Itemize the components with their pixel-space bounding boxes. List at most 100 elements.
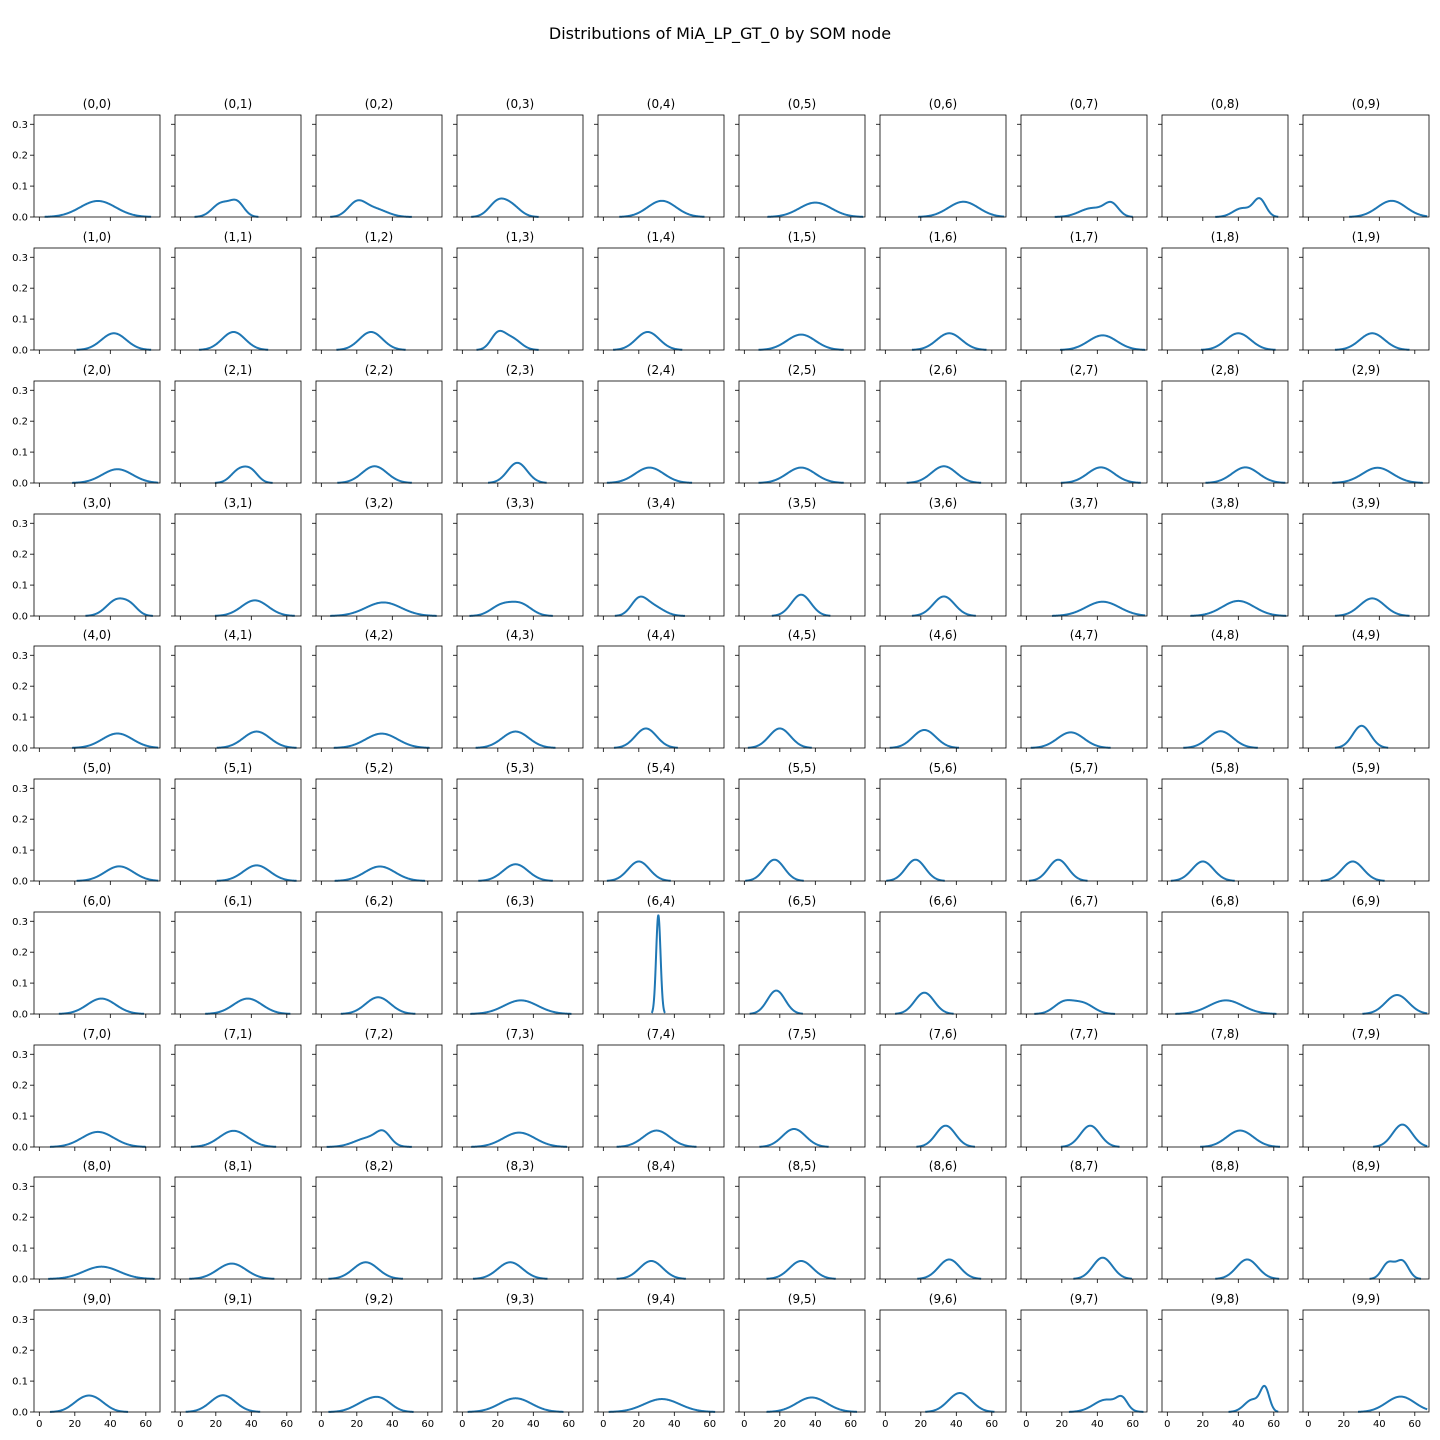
y-tick-label: 0.2: [12, 550, 28, 561]
axes-frame: [33, 778, 161, 882]
subplot: (2,1): [171, 363, 302, 487]
subplot: (1,6): [876, 230, 1007, 354]
density-line: [606, 466, 693, 484]
axes-frame: [315, 380, 443, 484]
density-line: [75, 332, 152, 351]
x-tick-label: 0: [741, 1419, 747, 1430]
subplot-title: (1,1): [224, 230, 252, 244]
axes-frame: [315, 247, 443, 351]
y-tick-label: 0.0: [12, 744, 28, 755]
density-line: [924, 1392, 996, 1413]
axes-frame: [1302, 247, 1430, 351]
density-line: [1372, 1123, 1428, 1148]
axes-frame: [879, 911, 1007, 1015]
subplot-title: (4,1): [224, 628, 252, 642]
subplot-title: (7,1): [224, 1027, 252, 1041]
x-tick-label: 60: [1408, 1419, 1421, 1430]
axes-frame: [456, 513, 584, 617]
density-line: [75, 865, 159, 882]
axes-frame: [738, 1176, 866, 1280]
axes-frame: [456, 645, 584, 749]
subplot: (9,7) 0 20 40 60: [1017, 1292, 1148, 1430]
density-line: [470, 197, 540, 218]
subplot-title: (0,5): [788, 97, 816, 111]
x-tick-label: 20: [350, 1419, 363, 1430]
x-tick-label: 20: [632, 1419, 645, 1430]
density-line: [614, 595, 686, 617]
subplot-title: (3,8): [1211, 496, 1239, 510]
density-line: [1214, 197, 1279, 218]
subplot-title: (1,2): [365, 230, 393, 244]
subplot-title: (3,6): [929, 496, 957, 510]
subplot: (1,5): [735, 230, 866, 354]
y-tick-label: 0.1: [12, 581, 28, 592]
density-line: [885, 858, 946, 882]
subplot: (5,6): [876, 761, 1007, 885]
subplot-title: (9,4): [647, 1292, 675, 1306]
density-line: [1033, 999, 1116, 1015]
axes-frame: [879, 380, 1007, 484]
subplot-title: (0,3): [506, 97, 534, 111]
x-tick-label: 20: [209, 1419, 222, 1430]
subplot: (6,7): [1017, 894, 1148, 1018]
subplot: (5,8): [1158, 761, 1289, 885]
axes-frame: [1020, 778, 1148, 882]
density-line: [1348, 199, 1428, 218]
density-line: [1072, 1256, 1133, 1280]
axes-frame: [1302, 380, 1430, 484]
density-line: [747, 727, 813, 749]
x-tick-label: 60: [1126, 1419, 1139, 1430]
subplot-title: (3,5): [788, 496, 816, 510]
x-tick-label: 20: [68, 1419, 81, 1430]
x-tick-label: 20: [1196, 1419, 1209, 1430]
y-tick-label: 0.1: [12, 846, 28, 857]
density-line: [44, 199, 152, 218]
subplot-title: (1,7): [1070, 230, 1098, 244]
axes-frame: [174, 645, 302, 749]
x-tick-label: 40: [950, 1419, 963, 1430]
axes-frame: [597, 1309, 725, 1413]
axes-frame: [1020, 1176, 1148, 1280]
subplot-title: (5,0): [83, 761, 111, 775]
subplot-title: (9,2): [365, 1292, 393, 1306]
subplot-title: (2,8): [1211, 363, 1239, 377]
axes-frame: [879, 513, 1007, 617]
axes-frame: [879, 778, 1007, 882]
density-line: [204, 997, 291, 1015]
density-line: [336, 465, 413, 484]
y-tick-label: 0.0: [12, 877, 28, 888]
axes-frame: [879, 1176, 1007, 1280]
axes-frame: [738, 247, 866, 351]
subplot-title: (8,3): [506, 1159, 534, 1173]
x-tick-label: 60: [562, 1419, 575, 1430]
x-tick-label: 60: [1267, 1419, 1280, 1430]
x-tick-label: 40: [245, 1419, 258, 1430]
subplot: (9,8) 0 20 40 60: [1158, 1292, 1289, 1430]
x-tick-label: 0: [600, 1419, 606, 1430]
subplot-title: (3,2): [365, 496, 393, 510]
x-tick-label: 20: [1337, 1419, 1350, 1430]
subplot: (9,2) 0 20 40 60: [312, 1292, 443, 1430]
y-tick-label: 0.3: [12, 519, 28, 530]
subplot: (7,0) 0.0 0.1 0.2 0.3: [12, 1027, 161, 1154]
subplot-title: (1,5): [788, 230, 816, 244]
axes-frame: [1020, 1044, 1148, 1148]
subplot: (0,8): [1158, 97, 1289, 221]
subplot: (4,7): [1017, 628, 1148, 752]
subplot-title: (4,6): [929, 628, 957, 642]
subplot: (2,7): [1017, 363, 1148, 487]
y-tick-label: 0.0: [12, 1408, 28, 1419]
subplot-title: (6,9): [1352, 894, 1380, 908]
subplot: (5,2): [312, 761, 443, 885]
subplot-title: (0,0): [83, 97, 111, 111]
subplot-title: (9,7): [1070, 1292, 1098, 1306]
density-line: [905, 465, 982, 484]
axes-frame: [738, 1044, 866, 1148]
axes-frame: [456, 247, 584, 351]
subplot: (0,5): [735, 97, 866, 221]
subplot: (5,3): [453, 761, 584, 885]
subplot-title: (9,0): [83, 1292, 111, 1306]
subplot-title: (9,1): [224, 1292, 252, 1306]
subplot: (0,3): [453, 97, 584, 221]
axes-frame: [1302, 911, 1430, 1015]
